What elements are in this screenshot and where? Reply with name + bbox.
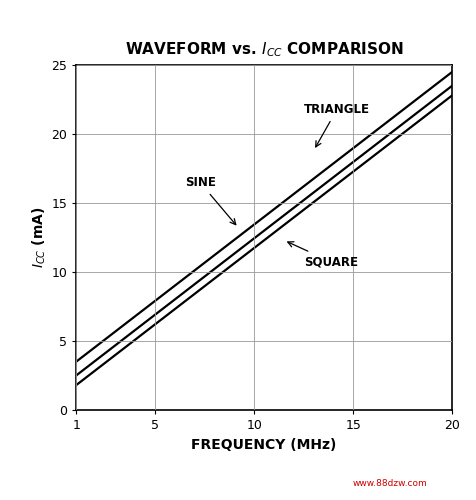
X-axis label: FREQUENCY (MHz): FREQUENCY (MHz) <box>191 438 337 452</box>
Text: www.88dzw.com: www.88dzw.com <box>353 478 428 488</box>
Text: TRIANGLE: TRIANGLE <box>304 104 370 147</box>
Text: SQUARE: SQUARE <box>288 242 358 268</box>
Text: SINE: SINE <box>185 176 236 224</box>
Title: WAVEFORM vs. $I_{CC}$ COMPARISON: WAVEFORM vs. $I_{CC}$ COMPARISON <box>125 40 404 58</box>
Y-axis label: $I_{CC}$ (mA): $I_{CC}$ (mA) <box>31 206 49 268</box>
